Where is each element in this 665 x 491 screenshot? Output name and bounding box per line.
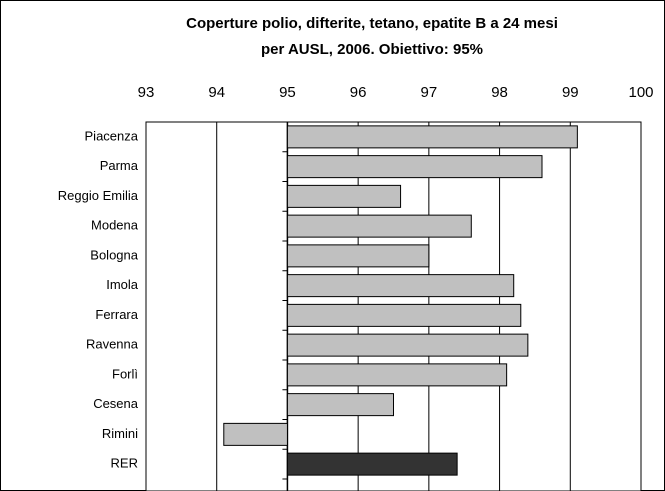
- x-tick-label: 97: [421, 84, 438, 101]
- y-tick-label: Piacenza: [85, 128, 139, 143]
- bar: [286, 244, 430, 268]
- bar: [286, 274, 515, 298]
- y-tick-label: Ferrara: [95, 307, 138, 322]
- bar: [286, 184, 402, 208]
- bar: [286, 214, 472, 238]
- y-tick-label: Ravenna: [86, 337, 139, 352]
- x-tick-label: 98: [491, 84, 508, 101]
- y-tick-label: Cesena: [93, 396, 139, 411]
- y-tick-label: Parma: [100, 158, 139, 173]
- bar: [286, 303, 522, 327]
- y-tick-label: Bologna: [90, 247, 138, 262]
- x-tick-label: 96: [350, 84, 367, 101]
- y-tick-label: Forlì: [112, 366, 138, 381]
- x-tick-label: 94: [208, 84, 225, 101]
- x-tick-label: 95: [279, 84, 296, 101]
- y-tick-label: Imola: [106, 277, 139, 292]
- bar: [286, 155, 543, 179]
- y-tick-label: Reggio Emilia: [58, 188, 139, 203]
- y-tick-label: Rimini: [102, 426, 138, 441]
- bar: [286, 333, 529, 357]
- y-tick-label: RER: [111, 456, 138, 471]
- bar: [223, 422, 288, 446]
- chart-title: Coperture polio, difterite, tetano, epat…: [186, 15, 558, 32]
- bar: [286, 125, 578, 149]
- x-tick-label: 100: [628, 84, 653, 101]
- x-tick-label: 93: [138, 84, 155, 101]
- chart-title: per AUSL, 2006. Obiettivo: 95%: [261, 41, 483, 58]
- bar: [286, 393, 394, 417]
- x-tick-label: 99: [562, 84, 579, 101]
- bar: [286, 452, 458, 476]
- y-tick-label: Modena: [91, 218, 139, 233]
- bar: [286, 363, 508, 387]
